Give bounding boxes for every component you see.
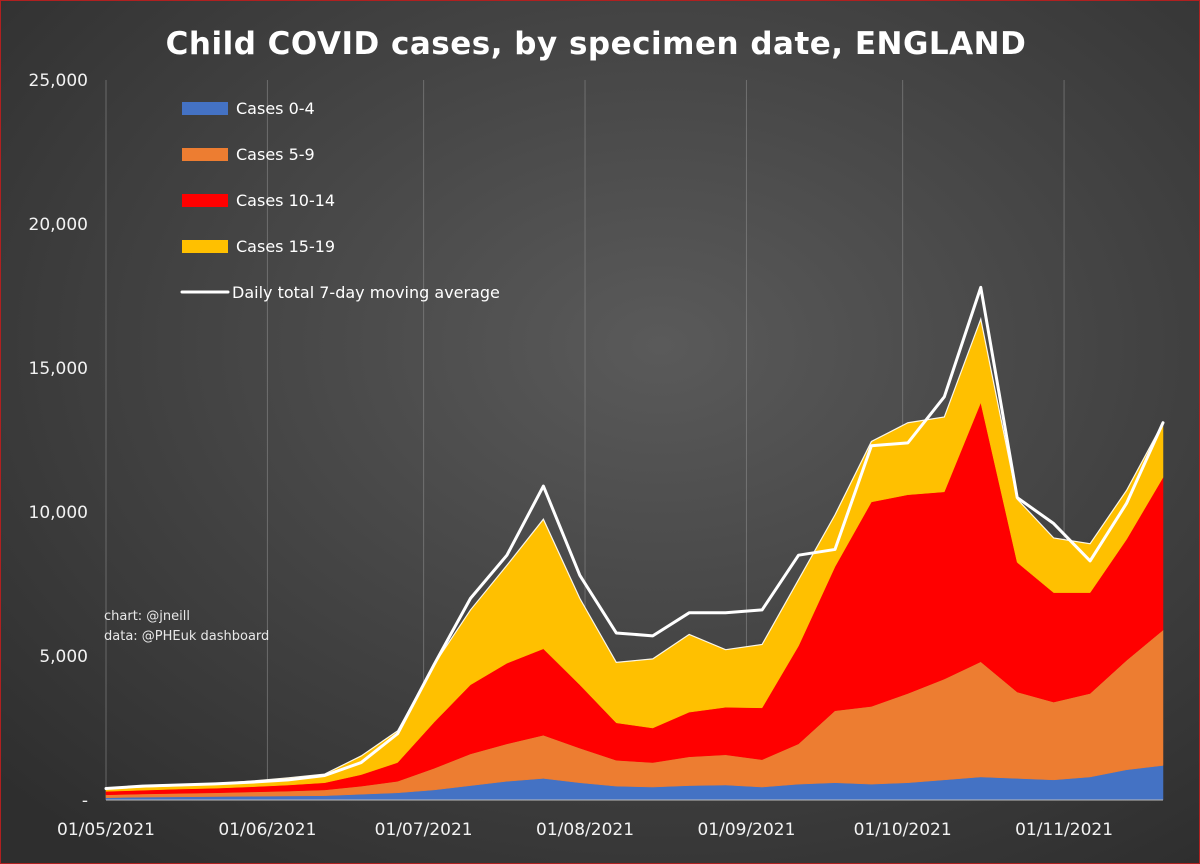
y-tick-label: 20,000 bbox=[29, 215, 88, 235]
credits: chart: @jneill data: @PHEuk dashboard bbox=[104, 609, 269, 644]
x-tick-label: 01/06/2021 bbox=[218, 820, 316, 840]
x-tick-label: 01/10/2021 bbox=[854, 820, 952, 840]
legend-swatch-cases_10_14 bbox=[182, 194, 228, 207]
line-moving_average bbox=[104, 285, 1165, 790]
y-tick-label: 10,000 bbox=[29, 503, 88, 523]
legend-label-cases_10_14: Cases 10-14 bbox=[236, 191, 335, 210]
x-tick-label: 01/08/2021 bbox=[536, 820, 634, 840]
legend-swatch-cases_0_4 bbox=[182, 102, 228, 115]
x-tick-label: 01/07/2021 bbox=[375, 820, 473, 840]
legend-label-cases_0_4: Cases 0-4 bbox=[236, 99, 315, 118]
y-axis-ticks: - 5,000 10,000 15,000 20,000 25,000 bbox=[29, 71, 88, 811]
legend: Cases 0-4 Cases 5-9 Cases 10-14 Cases 15-19… bbox=[180, 99, 500, 302]
legend-label-cases_15_19: Cases 15-19 bbox=[236, 237, 335, 256]
y-tick-label: 15,000 bbox=[29, 359, 88, 379]
y-tick-label: 25,000 bbox=[29, 71, 88, 91]
legend-swatch-cases_15_19 bbox=[182, 240, 228, 253]
y-tick-label: - bbox=[82, 791, 88, 811]
legend-label-cases_5_9: Cases 5-9 bbox=[236, 145, 315, 164]
legend-label-moving_average: Daily total 7-day moving average bbox=[232, 283, 500, 302]
chart-title: Child COVID cases, by specimen date, ENG… bbox=[166, 26, 1027, 62]
x-tick-label: 01/05/2021 bbox=[57, 820, 155, 840]
x-tick-label: 01/11/2021 bbox=[1015, 820, 1113, 840]
legend-swatch-cases_5_9 bbox=[182, 148, 228, 161]
x-tick-label: 01/09/2021 bbox=[697, 820, 795, 840]
daily-total-outline bbox=[105, 316, 1164, 790]
credit-chart: chart: @jneill bbox=[104, 609, 190, 624]
credit-data: data: @PHEuk dashboard bbox=[104, 629, 269, 644]
moving-average-line-group bbox=[104, 285, 1165, 790]
y-tick-label: 5,000 bbox=[39, 647, 88, 667]
x-axis-ticks: 01/05/2021 01/06/2021 01/07/2021 01/08/2021… bbox=[57, 820, 1113, 840]
